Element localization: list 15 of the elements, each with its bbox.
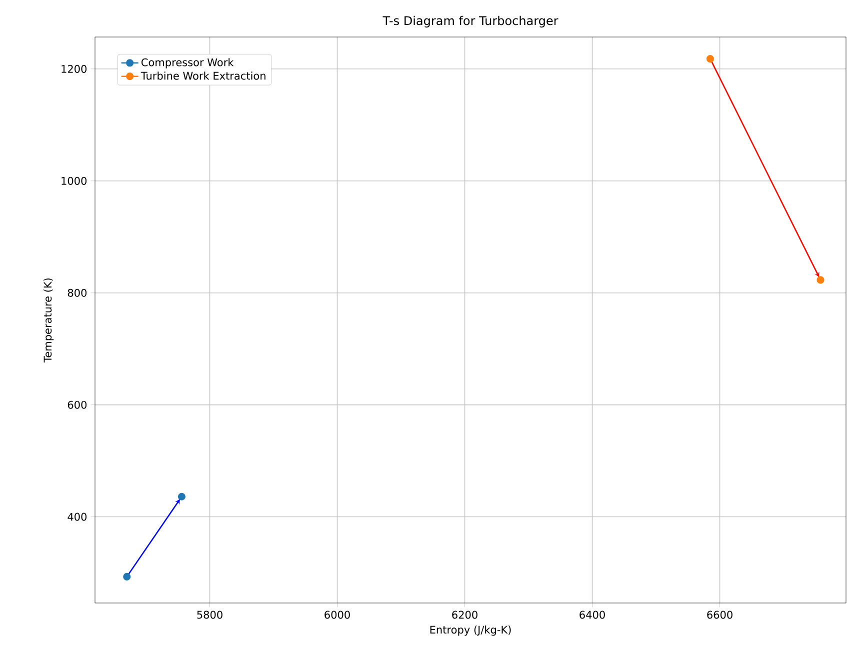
x-tick-label: 6000	[324, 610, 350, 619]
x-tick-label: 5800	[197, 610, 222, 619]
chart-title: T-s Diagram for Turbocharger	[382, 16, 558, 28]
legend-label: Compressor Work	[142, 58, 234, 68]
x-tick-label: 6600	[707, 610, 732, 619]
x-tick-label: 6400	[580, 610, 605, 619]
y-tick-label: 1000	[62, 176, 87, 185]
y-tick-label: 400	[68, 512, 87, 521]
x-axis-title: Entropy (J/kg-K)	[430, 626, 511, 636]
y-tick-label: 1200	[62, 64, 87, 73]
y-tick-label: 800	[68, 288, 87, 297]
y-axis-title: Temperature (K)	[44, 278, 54, 362]
legend-label: Turbine Work Extraction	[140, 72, 266, 80]
x-tick-label: 6200	[452, 610, 478, 619]
y-tick-label: 600	[68, 400, 87, 409]
